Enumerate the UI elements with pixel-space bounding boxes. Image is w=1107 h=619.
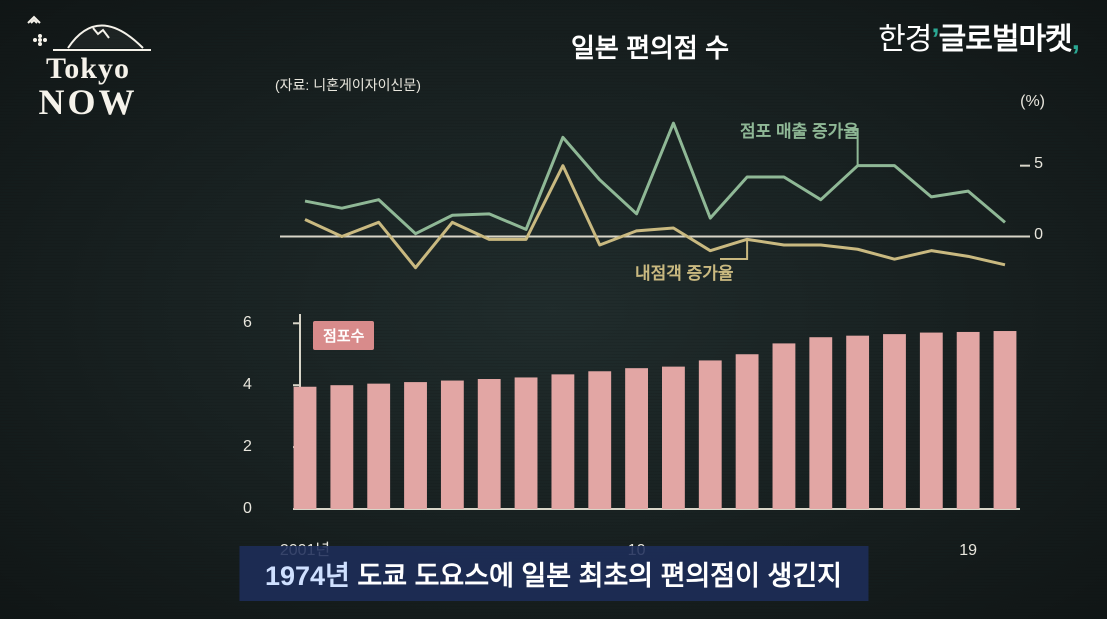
subtitle-year: 1974년 [265,561,350,591]
mountain-flower-icon [23,8,153,52]
bar-chart-area: 02462001년1019점포수 [265,309,1035,534]
chart-title: 일본 편의점 수 [265,28,1035,65]
tokyo-now-logo: Tokyo NOW [18,8,158,120]
bar-ytick: 4 [243,376,252,394]
chart-source: (자료: 니혼게이자이신문) [275,75,1035,95]
subtitle-rest: 도쿄 도요스에 일본 최초의 편의점이 생긴지 [350,561,842,591]
bar-series-badge: 점포수 [313,321,374,350]
series-label: 내점객 증가율 [635,259,734,284]
logo-tokyo-text: Tokyo [18,54,158,84]
line-chart-area: (%) 05내점객 증가율점포 매출 증가율 [265,99,1035,289]
logo-now-text: NOW [18,84,158,120]
y-unit-label: (%) [1020,93,1045,111]
series-label: 점포 매출 증가율 [740,117,859,142]
subtitle-caption: 1974년 도쿄 도요스에 일본 최초의 편의점이 생긴지 [239,546,868,601]
line-ytick: 0 [1034,226,1043,244]
chart-container: 일본 편의점 수 (자료: 니혼게이자이신문) (%) 05내점객 증가율점포 … [265,28,1035,534]
bar-chart-svg [265,309,1035,534]
x-tick-label: 19 [959,542,977,560]
brand-accent-icon: ‚ [1072,23,1079,56]
bar-ytick: 0 [243,500,252,518]
bar-ytick: 2 [243,438,252,456]
bar-ytick: 6 [243,314,252,332]
line-ytick: 5 [1034,155,1043,173]
